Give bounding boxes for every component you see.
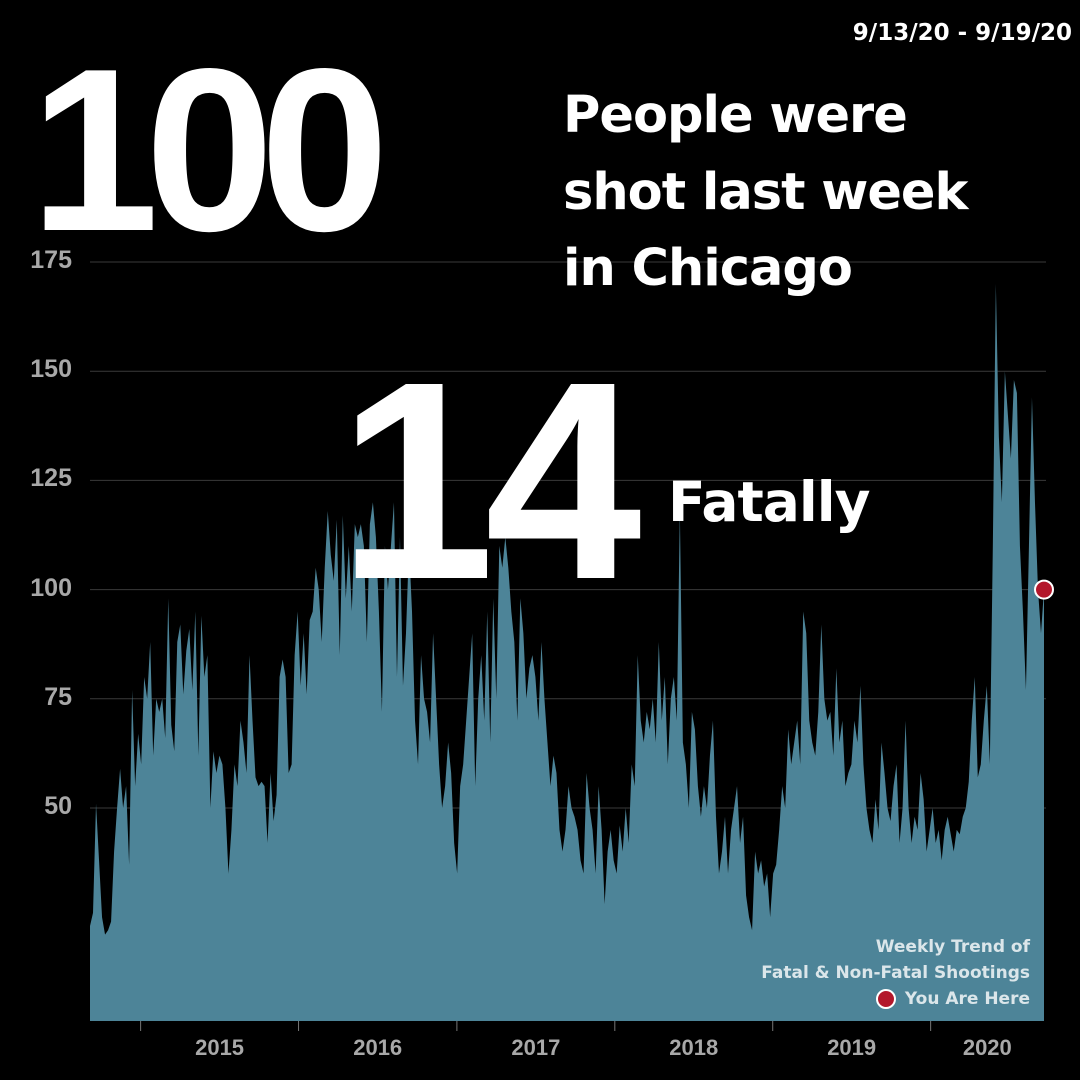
x-tick-label: 2020: [962, 1035, 1012, 1060]
weekly-shootings-area: [90, 283, 1044, 1022]
chart-legend: Weekly Trend of Fatal & Non-Fatal Shooti…: [761, 934, 1030, 1012]
headline-line: in Chicago: [563, 239, 853, 298]
y-tick-label: 125: [30, 464, 72, 493]
y-tick-label: 75: [44, 682, 72, 711]
headline-line: People were: [563, 86, 908, 145]
total-shot-count: 100: [30, 21, 389, 280]
legend-marker-row: You Are Here: [761, 986, 1030, 1012]
marker-dot-icon: [875, 989, 896, 1009]
headline-line: shot last week: [563, 162, 968, 222]
you-are-here-marker: [1034, 579, 1054, 600]
headline: People were shot last week in Chicago: [563, 78, 1043, 308]
legend-line: Fatal & Non-Fatal Shootings: [761, 963, 1030, 983]
x-tick-label: 2015: [195, 1035, 245, 1060]
y-tick-label: 150: [30, 355, 72, 384]
y-tick-label: 50: [44, 792, 72, 820]
y-tick-label: 100: [30, 573, 72, 602]
y-tick-label: 175: [30, 246, 72, 274]
fatal-count: 14: [338, 323, 642, 638]
x-tick-label: 2017: [511, 1035, 561, 1060]
legend-marker-label: You Are Here: [904, 989, 1030, 1009]
x-tick-label: 2018: [669, 1035, 719, 1060]
date-range: 9/13/20 - 9/19/20: [852, 20, 1072, 46]
legend-line: Weekly Trend of: [875, 937, 1030, 957]
x-axis-ticks: [140, 1021, 932, 1031]
fatal-label: Fatally: [668, 470, 870, 534]
x-tick-label: 2016: [353, 1035, 403, 1060]
x-tick-label: 2019: [827, 1035, 877, 1060]
